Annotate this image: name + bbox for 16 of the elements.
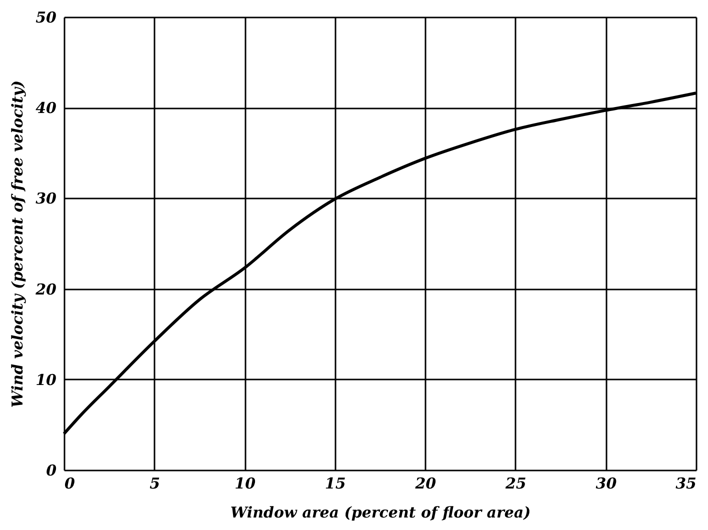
x-tick-label: 10 [234, 474, 256, 492]
y-tick-label: 50 [36, 8, 58, 26]
x-tick-label: 20 [414, 474, 437, 492]
x-tick-label: 25 [504, 474, 526, 492]
x-tick-label: 0 [64, 474, 76, 492]
y-tick-label: 10 [36, 370, 58, 389]
y-axis-title: Wind velocity (percent of free velocity) [8, 80, 27, 408]
x-tick-label: 5 [150, 474, 160, 492]
y-tick-label: 30 [36, 190, 58, 208]
x-axis-title: Window area (percent of floor area) [230, 504, 531, 522]
x-tick-label: 35 [676, 474, 696, 492]
x-tick-label: 15 [324, 474, 346, 492]
y-tick-label: 40 [36, 99, 58, 118]
y-tick-label: 0 [46, 462, 58, 480]
y-tick-label: 20 [34, 280, 58, 298]
x-tick-label: 30 [596, 474, 618, 492]
